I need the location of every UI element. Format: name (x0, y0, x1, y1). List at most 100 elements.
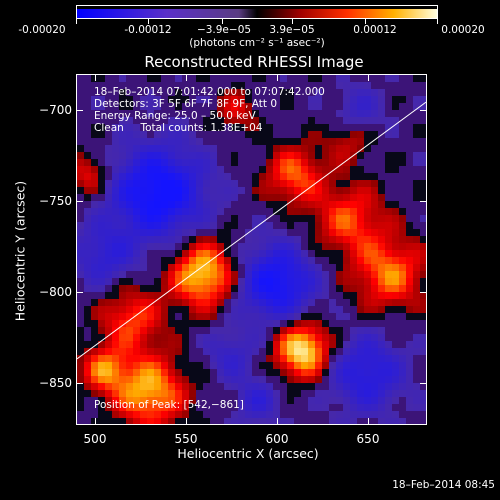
heatmap-cell (161, 82, 168, 89)
heatmap-cell (350, 117, 357, 124)
heatmap-cell (273, 327, 280, 334)
heatmap-cell (392, 327, 399, 334)
heatmap-cell (238, 138, 245, 145)
heatmap-cell (287, 313, 294, 320)
heatmap-cell (308, 138, 315, 145)
heatmap-cell (308, 222, 315, 229)
heatmap-cell (315, 327, 322, 334)
heatmap-cell (364, 138, 371, 145)
heatmap-cell (315, 320, 322, 327)
heatmap-cell (287, 376, 294, 383)
heatmap-cell (147, 138, 154, 145)
heatmap-cell (245, 75, 252, 82)
heatmap-cell (238, 117, 245, 124)
heatmap-cell (329, 152, 336, 159)
heatmap-cell (196, 159, 203, 166)
heatmap-cell (336, 278, 343, 285)
heatmap-cell (287, 180, 294, 187)
heatmap-cell (140, 418, 147, 424)
heatmap-cell (224, 173, 231, 180)
heatmap-cell (182, 201, 189, 208)
heatmap-cell (112, 376, 119, 383)
heatmap-cell (119, 236, 126, 243)
heatmap-cell (308, 362, 315, 369)
heatmap-cell (280, 306, 287, 313)
heatmap-cell (252, 397, 259, 404)
heatmap-cell (399, 138, 406, 145)
heatmap-cell (413, 110, 420, 117)
heatmap-cell (259, 201, 266, 208)
heatmap-cell (378, 145, 385, 152)
heatmap-cell (189, 292, 196, 299)
heatmap-cell (154, 278, 161, 285)
heatmap-cell (385, 369, 392, 376)
heatmap-cell (378, 390, 385, 397)
heatmap-cell (231, 320, 238, 327)
heatmap-cell (343, 138, 350, 145)
heatmap-cell (406, 278, 413, 285)
heatmap-cell (280, 285, 287, 292)
heatmap-cell (301, 215, 308, 222)
heatmap-cell (126, 334, 133, 341)
heatmap-cell (357, 341, 364, 348)
heatmap-cell (161, 278, 168, 285)
heatmap-cell (315, 376, 322, 383)
heatmap-cell (350, 138, 357, 145)
heatmap-cell (294, 285, 301, 292)
heatmap-cell (378, 383, 385, 390)
heatmap-cell (175, 369, 182, 376)
heatmap-cell (189, 418, 196, 424)
heatmap-cell (189, 222, 196, 229)
heatmap-cell (273, 201, 280, 208)
heatmap-cell (280, 376, 287, 383)
heatmap-cell (196, 194, 203, 201)
heatmap-cell (154, 173, 161, 180)
heatmap-cell (273, 257, 280, 264)
heatmap-cell (308, 159, 315, 166)
heatmap-cell (119, 187, 126, 194)
heatmap-cell (252, 222, 259, 229)
heatmap-cell (315, 117, 322, 124)
heatmap-cell (392, 96, 399, 103)
heatmap-cell (329, 243, 336, 250)
heatmap-cell (84, 166, 91, 173)
heatmap-cell (280, 145, 287, 152)
heatmap-cell (301, 348, 308, 355)
heatmap-cell (371, 299, 378, 306)
heatmap-cell (231, 152, 238, 159)
heatmap-cell (259, 383, 266, 390)
heatmap-cell (105, 285, 112, 292)
heatmap-cell (84, 194, 91, 201)
heatmap-cell (175, 376, 182, 383)
heatmap-cell (91, 222, 98, 229)
heatmap-cell (273, 306, 280, 313)
heatmap-cell (371, 75, 378, 82)
heatmap-cell (406, 96, 413, 103)
heatmap-cell (287, 362, 294, 369)
heatmap-cell (91, 397, 98, 404)
heatmap-cell (91, 299, 98, 306)
heatmap-cell (322, 166, 329, 173)
heatmap-cell (161, 320, 168, 327)
heatmap-cell (84, 173, 91, 180)
heatmap-cell (385, 124, 392, 131)
heatmap-cell (357, 159, 364, 166)
heatmap-cell (189, 278, 196, 285)
heatmap-cell (315, 257, 322, 264)
heatmap-cell (273, 75, 280, 82)
heatmap-cell (406, 404, 413, 411)
heatmap-cell (364, 355, 371, 362)
heatmap-cell (133, 369, 140, 376)
heatmap-cell (154, 145, 161, 152)
heatmap-cell (112, 243, 119, 250)
heatmap-cell (147, 411, 154, 418)
heatmap-cell (406, 250, 413, 257)
heatmap-cell (259, 348, 266, 355)
heatmap-cell (371, 201, 378, 208)
heatmap-cell (182, 411, 189, 418)
heatmap-cell (315, 418, 322, 424)
heatmap-cell (203, 96, 210, 103)
heatmap-cell (294, 89, 301, 96)
heatmap-cell (294, 250, 301, 257)
heatmap-cell (245, 124, 252, 131)
